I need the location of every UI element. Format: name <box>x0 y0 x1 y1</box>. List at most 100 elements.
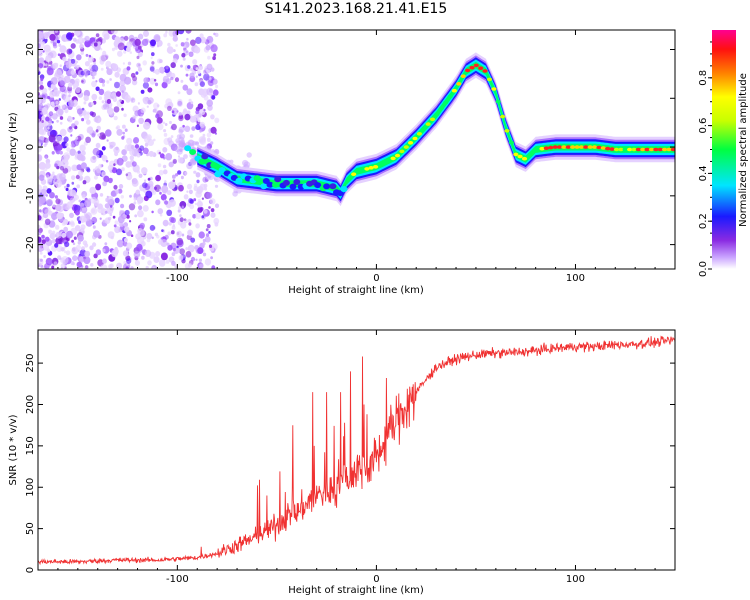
noise-speck <box>206 132 212 138</box>
noise-speck <box>124 144 131 152</box>
noise-speck <box>67 58 71 62</box>
noise-speck <box>56 119 59 123</box>
noise-speck <box>74 64 80 70</box>
ridge-blob <box>359 168 366 172</box>
noise-speck <box>41 41 45 45</box>
ridge-blob <box>260 183 268 190</box>
noise-speck <box>195 212 202 220</box>
noise-speck <box>65 237 69 241</box>
noise-speck <box>89 245 94 251</box>
noise-speck <box>109 110 115 117</box>
ridge-blob <box>416 132 422 136</box>
spectrogram-ytick-label: 20 <box>25 43 36 56</box>
ridge-blob <box>495 99 501 104</box>
noise-speck <box>159 59 163 64</box>
noise-speck <box>211 95 216 100</box>
ridge-blob <box>412 136 418 141</box>
noise-speck <box>66 32 73 40</box>
noise-speck <box>102 30 110 39</box>
noise-speck <box>66 183 70 188</box>
noise-speck <box>91 64 99 73</box>
noise-speck <box>195 67 199 71</box>
noise-speck <box>78 170 84 177</box>
noise-speck <box>124 209 130 216</box>
noise-speck <box>198 263 204 269</box>
noise-speck <box>95 142 101 149</box>
noise-speck <box>63 250 67 254</box>
noise-speck <box>143 30 149 37</box>
noise-speck <box>73 204 81 212</box>
noise-speck <box>170 76 174 81</box>
noise-speck <box>67 116 73 123</box>
noise-speck <box>92 71 98 77</box>
noise-speck <box>129 220 132 223</box>
noise-speck <box>165 78 172 85</box>
noise-speck <box>115 146 119 151</box>
ridge-blob <box>543 146 550 150</box>
noise-speck <box>146 105 149 108</box>
noise-speck <box>52 171 55 175</box>
noise-speck <box>84 250 91 258</box>
noise-speck <box>155 251 161 257</box>
noise-speck <box>77 234 84 242</box>
noise-speck <box>98 36 103 43</box>
noise-speck <box>43 255 46 258</box>
ridge-blob <box>434 112 440 117</box>
noise-speck <box>134 260 140 266</box>
ridge-blob <box>447 94 453 99</box>
noise-speck <box>184 219 188 224</box>
noise-speck <box>105 159 109 163</box>
noise-speck <box>135 189 141 195</box>
ridge-blob <box>662 147 668 152</box>
ridge-blob <box>570 145 576 149</box>
noise-speck <box>47 126 50 130</box>
noise-speck <box>61 105 65 109</box>
noise-speck <box>146 232 153 240</box>
noise-speck <box>114 197 120 204</box>
ridge-blob <box>266 181 274 188</box>
noise-speck <box>132 99 136 103</box>
noise-speck <box>181 52 186 58</box>
colorbar-tick-label: 0.6 <box>698 118 709 134</box>
noise-speck <box>102 181 107 187</box>
noise-speck <box>51 151 55 155</box>
noise-speck <box>129 149 135 156</box>
noise-speck <box>188 222 192 226</box>
noise-speck <box>80 162 87 169</box>
ridge-blob <box>429 117 436 122</box>
noise-speck <box>41 120 44 123</box>
noise-speck <box>167 231 171 236</box>
noise-speck <box>160 252 168 261</box>
noise-speck <box>142 82 149 89</box>
noise-speck <box>198 258 202 262</box>
noise-speck <box>169 216 175 223</box>
noise-speck <box>38 209 42 213</box>
noise-speck <box>52 139 56 143</box>
noise-speck <box>91 102 94 106</box>
noise-speck <box>167 105 172 111</box>
noise-speck <box>162 147 168 153</box>
noise-speck <box>73 37 77 42</box>
noise-speck <box>201 197 204 200</box>
noise-speck <box>38 224 41 230</box>
noise-speck <box>42 50 45 53</box>
noise-speck <box>197 119 201 123</box>
ridge-blob <box>592 145 598 149</box>
noise-speck <box>86 126 94 134</box>
noise-speck <box>159 191 162 195</box>
noise-speck <box>164 180 167 183</box>
noise-speck <box>187 218 192 223</box>
noise-speck <box>162 219 169 227</box>
ridge-blob <box>368 166 374 170</box>
noise-speck <box>140 114 143 117</box>
noise-speck <box>70 70 76 75</box>
snr-xtick-label: 100 <box>566 574 585 585</box>
noise-speck <box>102 83 105 87</box>
noise-speck <box>201 215 205 219</box>
ridge-blob <box>469 65 475 70</box>
spectrogram-xtick-label: -100 <box>166 273 189 284</box>
ridge-blob <box>425 122 431 126</box>
noise-speck <box>61 141 68 149</box>
noise-speck <box>57 144 63 151</box>
noise-speck <box>102 248 106 253</box>
